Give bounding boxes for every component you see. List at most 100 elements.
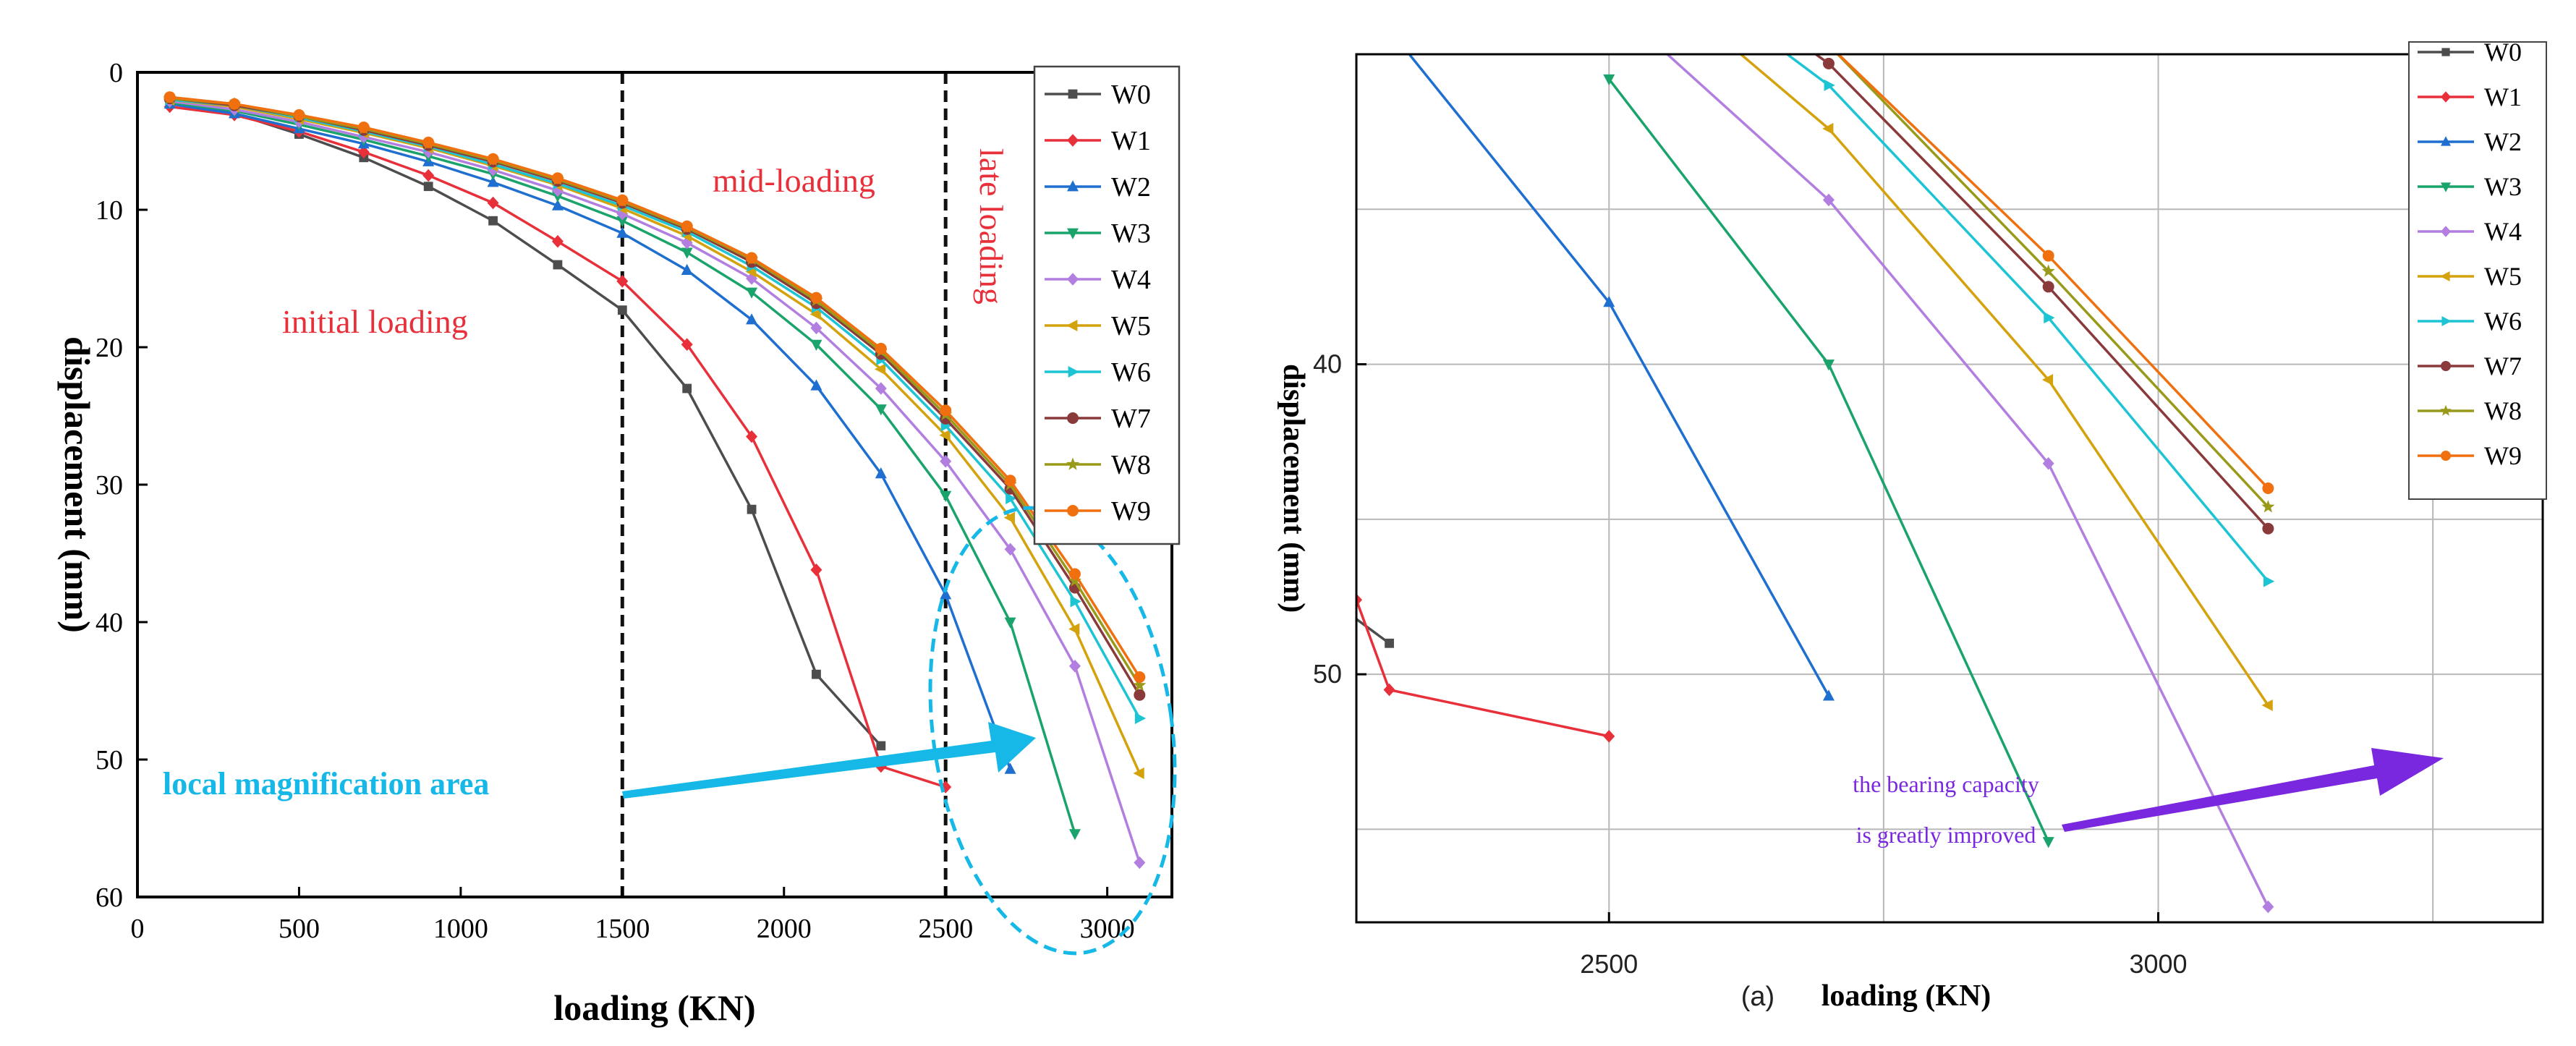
magnification-ellipse (928, 506, 1177, 956)
legend-label-w1: W1 (2484, 82, 2522, 111)
data-point-w4 (616, 207, 629, 221)
x-axis-label: loading (KN) (1822, 979, 1991, 1013)
legend-label-w4: W4 (2484, 217, 2522, 246)
data-point-w4 (357, 130, 370, 144)
y-tick-label: 10 (95, 195, 123, 226)
data-point-w3 (875, 404, 887, 416)
data-point-w0 (423, 182, 433, 192)
legend-label-w3: W3 (2484, 172, 2522, 201)
data-point-w3 (1822, 360, 1835, 371)
data-point-w5 (2261, 700, 2273, 711)
x-tick-label: 500 (279, 914, 320, 944)
data-point-w3 (2042, 837, 2054, 849)
data-point-w2 (875, 467, 887, 479)
data-point-w0 (488, 216, 498, 226)
legend-marker-w2 (1067, 180, 1079, 192)
x-tick-label: 0 (131, 914, 145, 944)
legend-marker-w0 (2441, 48, 2450, 56)
data-point-w9 (229, 98, 241, 110)
annotation-bearing-capacity: the bearing capacity (1853, 771, 2039, 797)
data-point-w5 (1068, 623, 1080, 635)
data-point-w9 (2042, 250, 2054, 262)
data-point-w2 (1603, 296, 1615, 307)
data-point-w9 (357, 122, 370, 133)
annotation-late-loading: late loading (973, 148, 1010, 305)
legend-marker-w1 (2441, 91, 2451, 103)
legend-label-w7: W7 (2484, 352, 2522, 380)
data-point-w3 (1004, 617, 1016, 629)
legend-label-w4: W4 (1111, 265, 1151, 295)
data-point-w5 (2041, 374, 2054, 386)
data-point-w2 (1822, 689, 1835, 701)
bearing-capacity-arrow (2062, 748, 2444, 832)
y-tick-label: 50 (1313, 659, 1342, 689)
y-axis-label: displacement (mm) (57, 336, 98, 633)
data-point-w7 (1822, 57, 1835, 69)
legend-marker-w0 (1068, 89, 1078, 99)
legend-box (1033, 65, 1181, 545)
legend-label-w8: W8 (2484, 396, 2522, 425)
legend-label-w6: W6 (2484, 307, 2522, 336)
y-tick-label: 30 (95, 470, 123, 501)
data-point-w2 (746, 313, 758, 325)
legend-label-w5: W5 (1111, 311, 1151, 341)
data-point-w4 (875, 382, 887, 395)
series-line-w9 (1836, 54, 2269, 490)
left-chart: 0 500 1000 1500 2000 2500 30000102030405060loa… (57, 58, 1181, 1028)
data-point-w2 (810, 379, 822, 391)
data-point-w0 (553, 260, 563, 270)
legend-label-w1: W1 (1111, 126, 1151, 156)
legend-marker-w1 (1067, 134, 1079, 147)
data-point-w9 (551, 172, 564, 184)
data-point-w1 (551, 234, 564, 248)
right-chart: 2500 3000 40 50 (a) loading (KN) displacement … (1277, 38, 2547, 1013)
data-point-w9 (810, 292, 822, 304)
data-point-w6 (1070, 595, 1081, 608)
data-point-w1 (357, 145, 370, 158)
series-line-w8 (169, 97, 1141, 686)
annotation-mid-loading: mid-loading (713, 162, 875, 199)
data-point-w8 (1822, 38, 1835, 51)
data-point-w5 (1133, 768, 1144, 779)
data-point-w9 (487, 153, 499, 165)
series-line-w5 (169, 98, 1141, 774)
data-point-w3 (1603, 74, 1615, 86)
legend-marker-w4 (1067, 273, 1079, 286)
data-point-w9 (422, 136, 435, 148)
x-tick-label: 2500 (1580, 949, 1638, 979)
data-point-w3 (1068, 829, 1081, 841)
data-point-w7 (2042, 281, 2054, 293)
y-tick-label: 20 (95, 333, 123, 363)
y-tick-label: 60 (95, 883, 123, 913)
data-point-w0 (747, 504, 757, 514)
data-point-w3 (616, 216, 629, 227)
data-point-w9 (293, 109, 305, 121)
annotation-initial-loading: initial loading (282, 303, 468, 340)
data-point-w4 (1068, 660, 1081, 673)
y-tick-label: 40 (1313, 349, 1342, 379)
annotation-greatly-improved: is greatly improved (1856, 822, 2036, 848)
right-series-group (1356, 38, 2275, 914)
x-tick-label: 3000 (2129, 949, 2187, 979)
legend-label-w7: W7 (1111, 404, 1151, 434)
legend-marker-w4 (2441, 226, 2451, 237)
legend-label-w8: W8 (1111, 450, 1151, 480)
data-point-w9 (875, 342, 887, 354)
legend-label-w9: W9 (2484, 441, 2522, 470)
data-point-w4 (1004, 543, 1016, 556)
data-point-w2 (681, 263, 693, 275)
legend-label-w3: W3 (1111, 218, 1151, 249)
x-tick-label: 1500 (595, 914, 650, 944)
data-point-w5 (875, 363, 886, 375)
data-point-w6 (1134, 713, 1147, 724)
annotation-local-magnification: local magnification area (163, 766, 489, 801)
data-point-w5 (809, 308, 821, 320)
data-point-w0 (812, 669, 821, 679)
data-point-w0 (617, 305, 627, 315)
data-point-w9 (940, 404, 952, 417)
legend-label-w0: W0 (2484, 38, 2522, 67)
legend-label-w2: W2 (1111, 172, 1151, 203)
series-line-w4 (169, 100, 1141, 864)
